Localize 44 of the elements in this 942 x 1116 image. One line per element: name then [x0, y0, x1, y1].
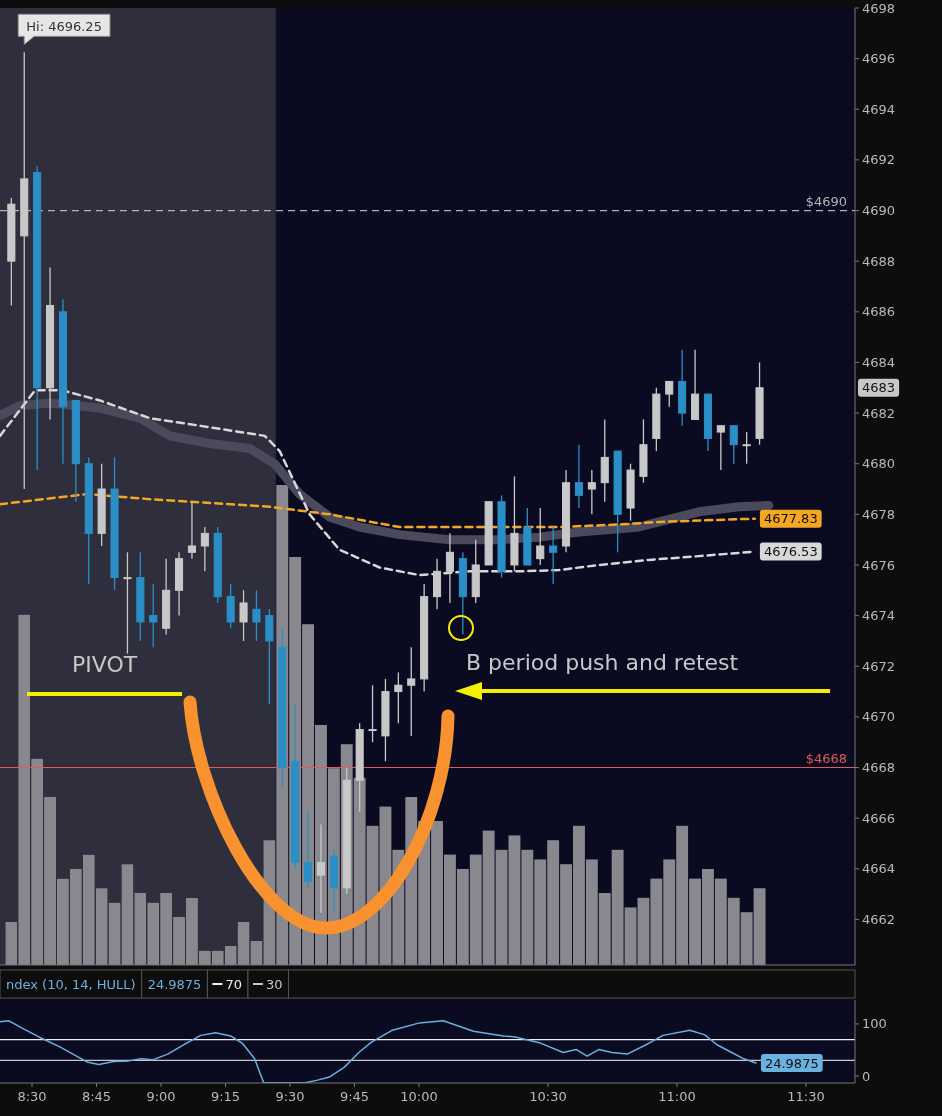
y-tick-label: 4676 [862, 557, 896, 573]
ref-line-label: $4690 [805, 193, 847, 209]
annotation: Hi: 4696.25 [26, 18, 102, 34]
y-tick-label: 4698 [862, 0, 896, 16]
y-tick-label: 4694 [862, 101, 896, 117]
y-tick-label: 4674 [862, 608, 896, 624]
text: 24.9875 [147, 976, 202, 992]
y-tick-label: 4680 [862, 456, 896, 472]
y-tick-label: 4692 [862, 152, 896, 168]
y-tick-label: 4666 [862, 810, 896, 826]
x-tick-label: 9:30 [275, 1089, 305, 1104]
data-label: 24.9875 [764, 1055, 819, 1071]
y-tick-label: 4696 [862, 51, 896, 67]
y-tick-label: 4672 [862, 658, 896, 674]
y-tick-label: 4686 [862, 304, 896, 320]
legend-label: 70 [225, 976, 242, 992]
ref-line-label: $4668 [805, 750, 847, 766]
y-tick-label: 4664 [862, 861, 896, 877]
y-tick-label: 4682 [862, 405, 896, 421]
legend-label: 30 [265, 976, 283, 992]
x-tick-label: 10:00 [400, 1089, 438, 1104]
y-tick-label: 4684 [862, 354, 896, 370]
y-tick-label: 4688 [862, 253, 896, 269]
x-tick-label: 11:30 [787, 1089, 825, 1104]
x-tick-label: 8:30 [17, 1089, 47, 1104]
data-label: 4676.53 [763, 544, 818, 560]
text: 4683 [862, 380, 896, 396]
annotation: PIVOT [72, 652, 138, 677]
y-tick-label: 4668 [862, 760, 896, 776]
y-tick-label: 4670 [862, 709, 896, 725]
y-tick-label: 4690 [862, 203, 896, 219]
x-tick-label: 9:15 [210, 1089, 241, 1104]
x-tick-label: 9:00 [146, 1089, 176, 1104]
x-tick-label: 11:00 [658, 1089, 696, 1104]
x-tick-label: 10:30 [529, 1089, 567, 1104]
x-tick-label: 8:45 [81, 1089, 112, 1104]
x-tick-label: 9:45 [339, 1089, 370, 1104]
y-tick-label: 4678 [862, 506, 896, 522]
y-tick-label: 4662 [862, 911, 896, 927]
data-label: 4677.83 [763, 511, 818, 527]
y-tick-label: 0 [862, 1068, 871, 1084]
y-tick-label: 100 [862, 1016, 887, 1032]
chart-title: ndex (10, 14, HULL) [6, 976, 136, 992]
annotation: B period push and retest [466, 650, 739, 675]
